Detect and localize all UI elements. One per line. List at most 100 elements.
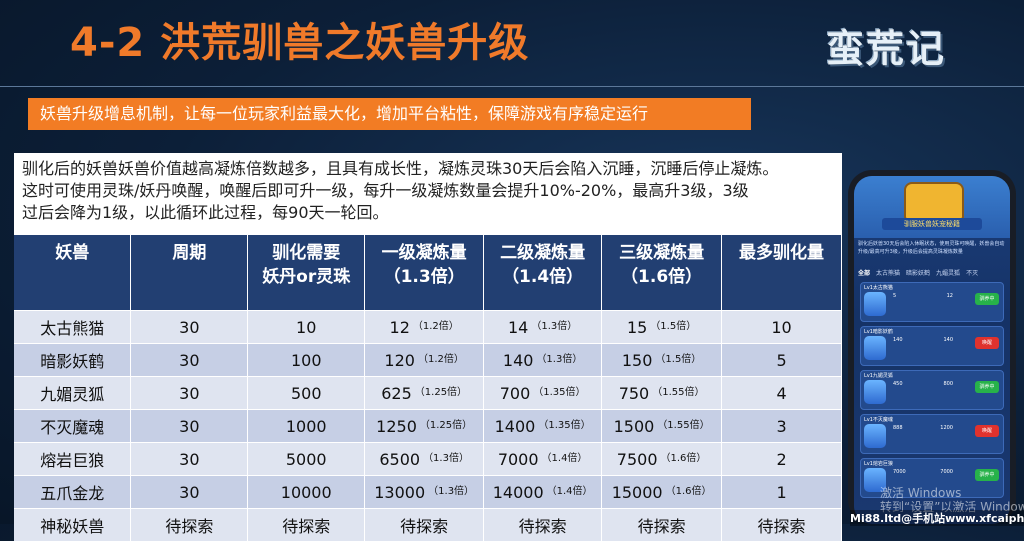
table-cell: 暗影妖鹤 bbox=[14, 344, 131, 377]
cell-value: 熔岩巨狼 bbox=[40, 451, 104, 470]
table-cell: 625（1.25倍） bbox=[365, 377, 484, 410]
game-logo: 蛮荒记 bbox=[826, 18, 946, 73]
cell-value: 120 bbox=[384, 351, 415, 370]
cell-value: 待探索 bbox=[400, 517, 448, 536]
table-cell: 九媚灵狐 bbox=[14, 377, 131, 410]
phone-tab[interactable]: 九媚灵狐 bbox=[936, 268, 960, 277]
multiplier-note: （1.25倍） bbox=[415, 387, 467, 398]
table-cell: 待探索 bbox=[602, 509, 722, 541]
pet-value: 7000 bbox=[893, 469, 906, 475]
table-cell: 30 bbox=[131, 476, 248, 509]
pet-name: Lv1暗影妖鹤 bbox=[864, 328, 893, 335]
table-cell: 150（1.5倍） bbox=[602, 344, 722, 377]
cell-value: 7000 bbox=[498, 450, 539, 469]
table-cell: 30 bbox=[131, 443, 248, 476]
pet-action-button[interactable]: 驯养中 bbox=[975, 469, 999, 481]
cell-value: 神秘妖兽 bbox=[40, 517, 104, 536]
table-cell: 熔岩巨狼 bbox=[14, 443, 131, 476]
phone-tab[interactable]: 太古熊猫 bbox=[876, 268, 900, 277]
column-header: 二级凝炼量（1.4倍） bbox=[484, 235, 602, 311]
cell-value: 12 bbox=[390, 318, 410, 337]
pet-name: Lv1不灭魔魂 bbox=[864, 416, 893, 423]
pet-value: 140 bbox=[893, 337, 903, 343]
column-header-line: 一级凝炼量 bbox=[366, 241, 482, 265]
column-header-line: （1.3倍） bbox=[366, 265, 482, 289]
pet-value: 800 bbox=[943, 381, 953, 387]
pet-name: Lv1太古熊猫 bbox=[864, 284, 893, 291]
cell-value: 1500 bbox=[614, 417, 655, 436]
table-cell: 1500（1.55倍） bbox=[602, 410, 722, 443]
multiplier-note: （1.6倍） bbox=[666, 486, 712, 497]
cell-value: 5000 bbox=[286, 450, 327, 469]
pet-value: 450 bbox=[893, 381, 903, 387]
pet-action-button[interactable]: 驯养中 bbox=[975, 381, 999, 393]
cell-value: 150 bbox=[622, 351, 653, 370]
cell-value: 7500 bbox=[617, 450, 658, 469]
column-header-line: 最多驯化量 bbox=[723, 241, 840, 265]
pet-avatar-icon bbox=[864, 336, 886, 360]
cell-value: 14 bbox=[508, 318, 528, 337]
cell-value: 30 bbox=[179, 384, 199, 403]
cell-value: 750 bbox=[619, 384, 650, 403]
cell-value: 1250 bbox=[376, 417, 417, 436]
cell-value: 待探索 bbox=[282, 517, 330, 536]
multiplier-note: （1.55倍） bbox=[657, 420, 709, 431]
table-cell: 待探索 bbox=[248, 509, 365, 541]
upgrade-table: 妖兽周期驯化需要妖丹or灵珠一级凝炼量（1.3倍）二级凝炼量（1.4倍）三级凝炼… bbox=[14, 235, 842, 541]
column-header-line: （1.4倍） bbox=[485, 265, 600, 289]
description-line: 过后会降为1级，以此循环此过程，每90天一轮回。 bbox=[22, 202, 834, 224]
page-title: 4-2 洪荒驯兽之妖兽升级 bbox=[70, 10, 529, 68]
cell-value: 2 bbox=[776, 450, 786, 469]
cell-value: 不灭魔魂 bbox=[40, 418, 104, 437]
multiplier-note: （1.6倍） bbox=[661, 453, 707, 464]
cell-value: 15 bbox=[627, 318, 647, 337]
multiplier-note: （1.25倍） bbox=[420, 420, 472, 431]
multiplier-note: （1.35倍） bbox=[533, 387, 585, 398]
pet-value: 12 bbox=[947, 293, 953, 299]
cell-value: 500 bbox=[291, 384, 322, 403]
multiplier-note: （1.35倍） bbox=[538, 420, 590, 431]
phone-description: 驯化后妖兽30天后会陷入休眠状态，使用灵珠可唤醒，妖兽会自动升级/最高可升3级，… bbox=[858, 240, 1006, 256]
column-header: 三级凝炼量（1.6倍） bbox=[602, 235, 722, 311]
pet-name: Lv1九媚灵狐 bbox=[864, 372, 893, 379]
cell-value: 1 bbox=[776, 483, 786, 502]
table-cell: 待探索 bbox=[484, 509, 602, 541]
table-cell: 5000 bbox=[248, 443, 365, 476]
table-cell: 14000（1.4倍） bbox=[484, 476, 602, 509]
table-cell: 7500（1.6倍） bbox=[602, 443, 722, 476]
treasure-chest-icon bbox=[904, 182, 964, 220]
phone-tab[interactable]: 暗影妖鹤 bbox=[906, 268, 930, 277]
cell-value: 15000 bbox=[612, 483, 663, 502]
cell-value: 1000 bbox=[286, 417, 327, 436]
cell-value: 暗影妖鹤 bbox=[40, 352, 104, 371]
multiplier-note: （1.3倍） bbox=[536, 354, 582, 365]
cell-value: 6500 bbox=[379, 450, 420, 469]
table-cell: 太古熊猫 bbox=[14, 311, 131, 344]
pet-action-button[interactable]: 驯养中 bbox=[975, 293, 999, 305]
table-cell: 五爪金龙 bbox=[14, 476, 131, 509]
phone-screen: 驯服妖兽妖宠秘籍 驯化后妖兽30天后会陷入休眠状态，使用灵珠可唤醒，妖兽会自动升… bbox=[854, 176, 1010, 524]
pet-action-button[interactable]: 唤醒 bbox=[975, 337, 999, 349]
table-cell: 4 bbox=[722, 377, 842, 410]
pet-value: 7000 bbox=[940, 469, 953, 475]
cell-value: 10 bbox=[296, 318, 316, 337]
pet-action-button[interactable]: 唤醒 bbox=[975, 425, 999, 437]
column-header-line: 三级凝炼量 bbox=[603, 241, 720, 265]
phone-tab[interactable]: 不灭 bbox=[966, 268, 978, 277]
phone-banner-text: 驯服妖兽妖宠秘籍 bbox=[882, 218, 982, 230]
pet-value: 1200 bbox=[940, 425, 953, 431]
pet-name: Lv1熔岩巨狼 bbox=[864, 460, 893, 467]
cell-value: 五爪金龙 bbox=[40, 484, 104, 503]
phone-tab[interactable]: 全部 bbox=[858, 268, 870, 277]
column-header: 一级凝炼量（1.3倍） bbox=[365, 235, 484, 311]
cell-value: 10 bbox=[771, 318, 791, 337]
pet-values: 450 800 bbox=[893, 381, 953, 387]
pet-values: 7000 7000 bbox=[893, 469, 953, 475]
column-header-line: （1.6倍） bbox=[603, 265, 720, 289]
table-cell: 30 bbox=[131, 410, 248, 443]
description-box: 驯化后的妖兽妖兽价值越高凝炼倍数越多，且具有成长性，凝炼灵珠30天后会陷入沉睡，… bbox=[14, 153, 842, 235]
